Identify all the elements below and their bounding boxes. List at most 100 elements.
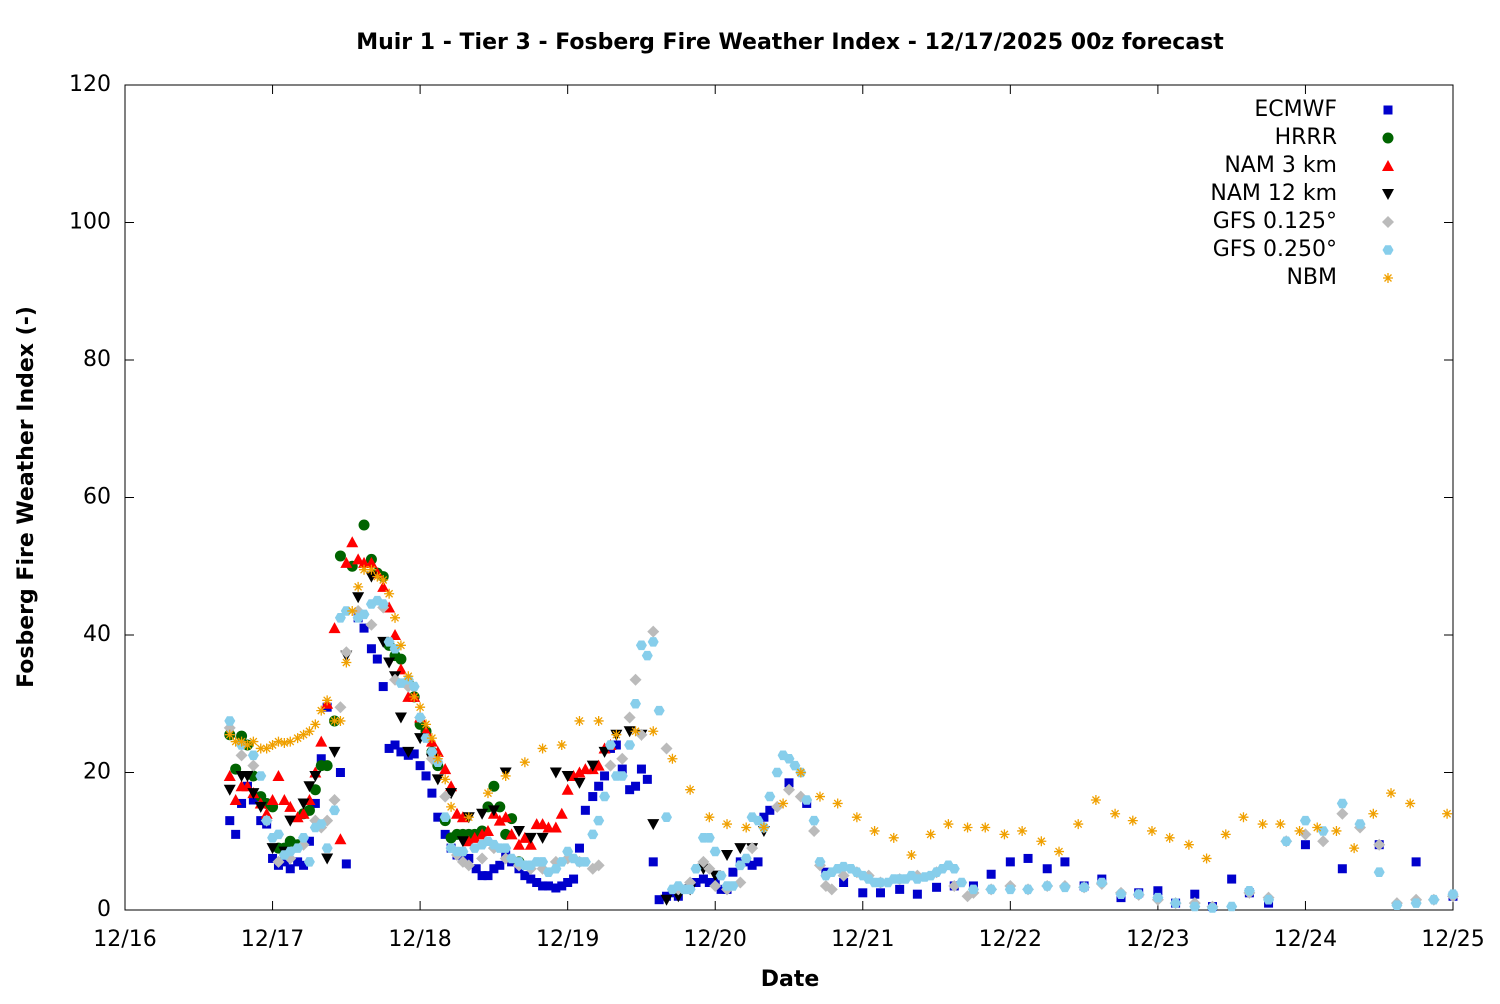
data-point [1331,825,1342,836]
data-point [482,788,493,799]
data-point [537,743,548,754]
data-point [383,637,395,647]
data-point [1017,825,1028,836]
data-point [611,740,621,750]
data-point [524,838,537,850]
data-point [224,729,235,740]
data-point [334,550,346,562]
data-point [377,599,389,609]
data-point [224,716,236,726]
data-point [505,828,518,840]
data-point [440,829,450,839]
data-point [734,843,747,855]
series [224,564,1453,864]
data-point [310,719,321,730]
legend-marker [1383,105,1393,115]
data-point [1317,835,1330,848]
data-point [476,852,489,865]
data-point [704,878,714,887]
data-point [489,864,499,874]
data-point [499,811,512,823]
legend-marker [1382,216,1394,228]
data-point [740,853,752,864]
data-point [247,759,260,772]
data-point [888,832,899,843]
data-point [858,888,868,898]
data-point [310,798,320,808]
data-point [925,829,936,840]
data-point [1004,884,1016,895]
data-point [426,747,438,757]
data-point [512,825,525,837]
data-point [1036,836,1047,847]
y-tick-label: 0 [97,897,111,922]
data-point [709,846,721,857]
data-point [698,874,708,884]
data-point [268,853,278,863]
data-point [284,815,297,827]
data-point [366,564,377,575]
data-point [273,736,284,747]
data-point [261,743,272,754]
data-point [279,737,290,748]
y-tick-label: 80 [83,347,111,372]
data-point [524,832,537,844]
data-point [334,833,347,845]
data-point [341,657,352,668]
data-point [328,622,341,634]
data-point [395,653,407,665]
data-point [1386,788,1397,799]
data-point [1152,892,1164,903]
data-point [260,807,273,819]
data-point [445,788,458,800]
data-point [341,859,351,869]
data-point [352,553,365,565]
data-point [660,742,673,755]
data-point [580,805,590,815]
data-point [667,753,678,764]
data-point [340,556,353,568]
data-point [721,850,734,861]
data-point [722,819,733,830]
data-point [814,857,826,867]
data-point [660,894,673,906]
data-point [1042,864,1052,874]
data-point [783,783,795,796]
data-point [1115,889,1127,899]
data-point [278,794,291,805]
data-point [1164,832,1175,843]
legend-label: NAM 12 km [1210,181,1337,206]
x-tick-label: 12/20 [684,927,747,952]
data-point [1300,840,1310,850]
data-point [569,874,579,884]
data-point [266,843,279,855]
data-point [353,581,364,592]
data-point [303,857,315,867]
data-point [746,842,759,855]
data-point [493,814,506,826]
legend-label: NAM 3 km [1224,153,1337,178]
y-tick-label: 40 [83,622,111,647]
data-point [359,623,369,633]
data-point [869,825,880,836]
data-point [549,821,562,833]
data-point [801,795,813,805]
y-tick-label: 120 [69,72,111,97]
data-point [654,895,664,905]
data-point [481,824,494,836]
data-point [635,640,647,651]
data-point [875,888,885,898]
legend-marker [1382,189,1394,200]
data-point [1090,795,1101,805]
data-point [1133,889,1145,899]
data-point [315,819,327,829]
data-point [285,864,295,874]
data-point [1411,857,1421,867]
data-point [765,805,775,815]
legend-marker [1382,160,1394,171]
data-point [1146,825,1157,836]
data-point [462,859,475,872]
data-point [321,843,333,853]
